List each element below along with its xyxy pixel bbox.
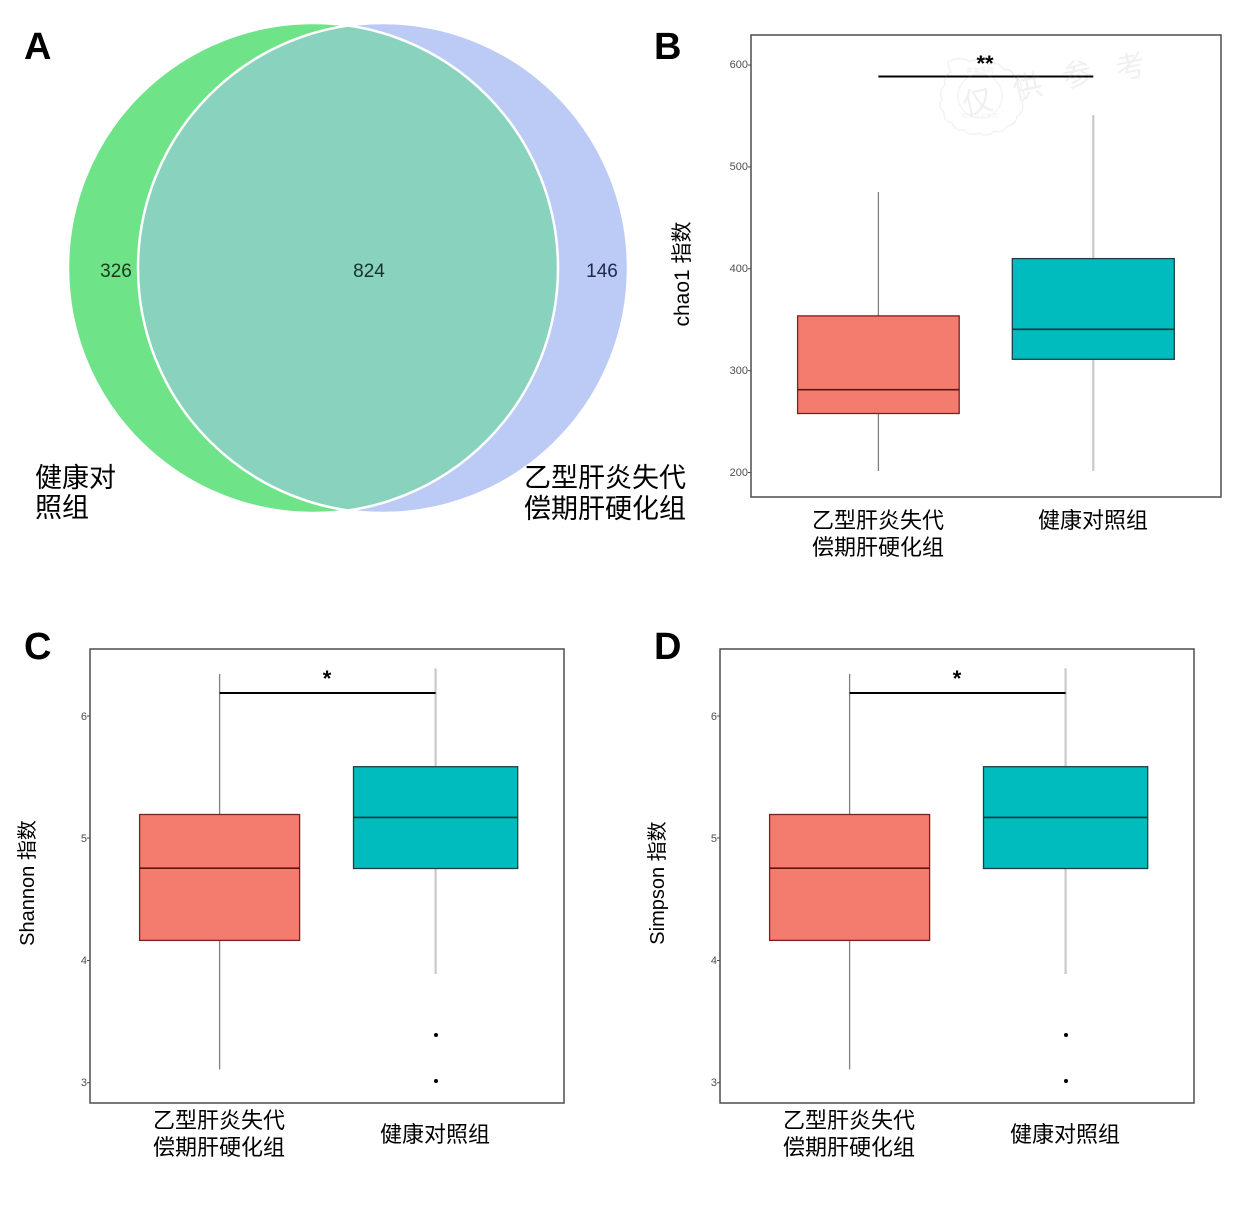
svg-text:326: 326 (100, 261, 132, 282)
svg-text:824: 824 (353, 261, 385, 282)
svg-text:乙型肝炎失代: 乙型肝炎失代 (783, 1108, 915, 1133)
svg-text:健康对照组: 健康对照组 (1010, 1122, 1120, 1147)
svg-text:健康对: 健康对 (35, 463, 116, 493)
svg-text:6: 6 (711, 711, 717, 723)
svg-text:乙型肝炎失代: 乙型肝炎失代 (812, 508, 944, 533)
svg-text:参: 参 (1060, 56, 1096, 95)
svg-text:6: 6 (81, 711, 87, 723)
svg-text:某某医院: 某某医院 (966, 66, 994, 75)
svg-text:3: 3 (81, 1077, 87, 1089)
svg-text:考: 考 (1113, 48, 1149, 87)
svg-text:健康对照组: 健康对照组 (1038, 508, 1148, 533)
svg-text:供: 供 (1010, 68, 1046, 107)
svg-text:4: 4 (81, 955, 87, 967)
svg-text:400: 400 (730, 263, 748, 275)
svg-text:600: 600 (730, 59, 748, 71)
svg-text:Simpson 指数: Simpson 指数 (646, 821, 669, 944)
svg-text:chao1 指数: chao1 指数 (671, 221, 694, 326)
svg-text:3: 3 (711, 1077, 717, 1089)
svg-text:Shannon 指数: Shannon 指数 (16, 820, 39, 946)
svg-text:健康对照组: 健康对照组 (380, 1122, 490, 1147)
svg-text:偿期肝硬化组: 偿期肝硬化组 (812, 535, 944, 560)
svg-text:300: 300 (730, 365, 748, 377)
svg-text:500: 500 (730, 161, 748, 173)
svg-text:乙型肝炎失代: 乙型肝炎失代 (153, 1108, 285, 1133)
svg-text:仅: 仅 (960, 83, 996, 122)
svg-text:*: * (953, 666, 962, 691)
svg-text:200: 200 (730, 467, 748, 479)
svg-text:4: 4 (711, 955, 717, 967)
svg-text:*: * (323, 666, 332, 691)
svg-text:146: 146 (586, 261, 618, 282)
svg-text:5: 5 (81, 833, 87, 845)
svg-text:照组: 照组 (35, 493, 89, 523)
svg-text:偿期肝硬化组: 偿期肝硬化组 (783, 1135, 915, 1160)
svg-text:5: 5 (711, 833, 717, 845)
svg-text:偿期肝硬化组: 偿期肝硬化组 (153, 1135, 285, 1160)
